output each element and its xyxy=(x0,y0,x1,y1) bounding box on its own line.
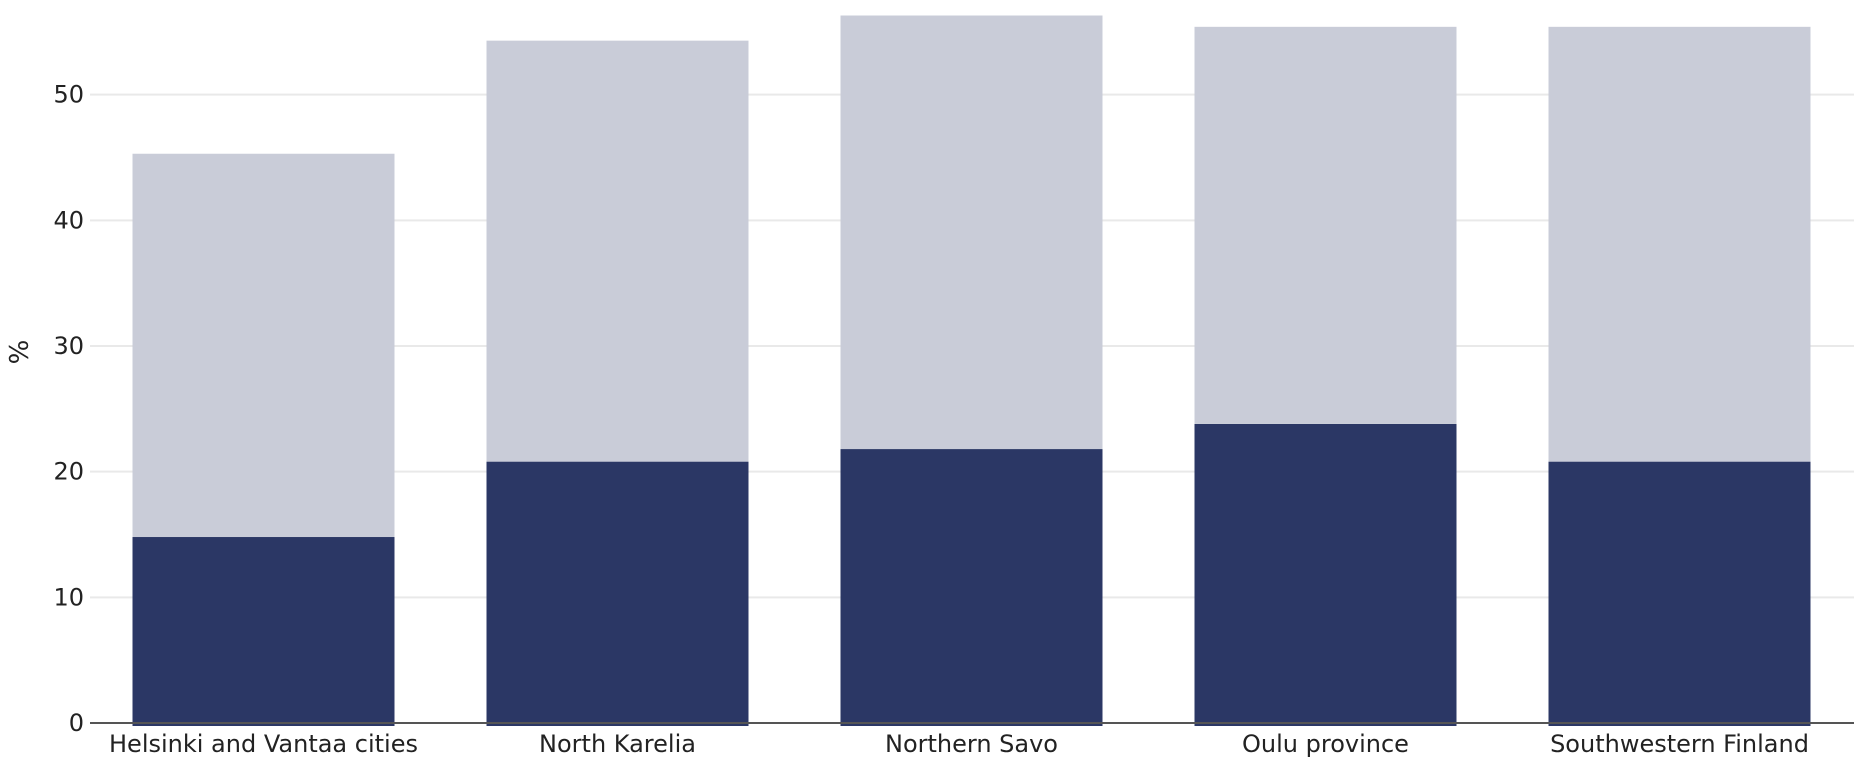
category-label-3: Northern Savo xyxy=(885,730,1058,758)
y-tick-labels: 0 10 20 30 40 50 xyxy=(53,81,84,737)
y-tick-label-0: 0 xyxy=(69,709,84,737)
bar-segment-1-2 xyxy=(486,461,749,726)
bar-segment-1-3 xyxy=(840,449,1103,726)
bar-segment-2-5 xyxy=(1548,26,1811,462)
bar-segment-1-4 xyxy=(1194,423,1457,726)
bar-segment-2-2 xyxy=(486,40,749,462)
bar-segment-2-3 xyxy=(840,15,1103,450)
y-tick-label-40: 40 xyxy=(53,206,84,234)
y-tick-label-10: 10 xyxy=(53,583,84,611)
bar-segment-2-1 xyxy=(132,153,395,538)
bar-segment-1-5 xyxy=(1548,461,1811,726)
category-labels: Helsinki and Vantaa cities North Karelia N… xyxy=(109,730,1809,758)
bars xyxy=(132,15,1811,726)
y-tick-label-30: 30 xyxy=(53,332,84,360)
category-label-5: Southwestern Finland xyxy=(1550,730,1809,758)
category-label-4: Oulu province xyxy=(1242,730,1409,758)
y-tick-label-20: 20 xyxy=(53,458,84,486)
y-axis-title: % xyxy=(5,340,35,365)
y-tick-label-50: 50 xyxy=(53,81,84,109)
category-label-2: North Karelia xyxy=(539,730,696,758)
bar-segment-2-4 xyxy=(1194,26,1457,424)
bar-segment-1-1 xyxy=(132,537,395,726)
category-label-1: Helsinki and Vantaa cities xyxy=(109,730,418,758)
